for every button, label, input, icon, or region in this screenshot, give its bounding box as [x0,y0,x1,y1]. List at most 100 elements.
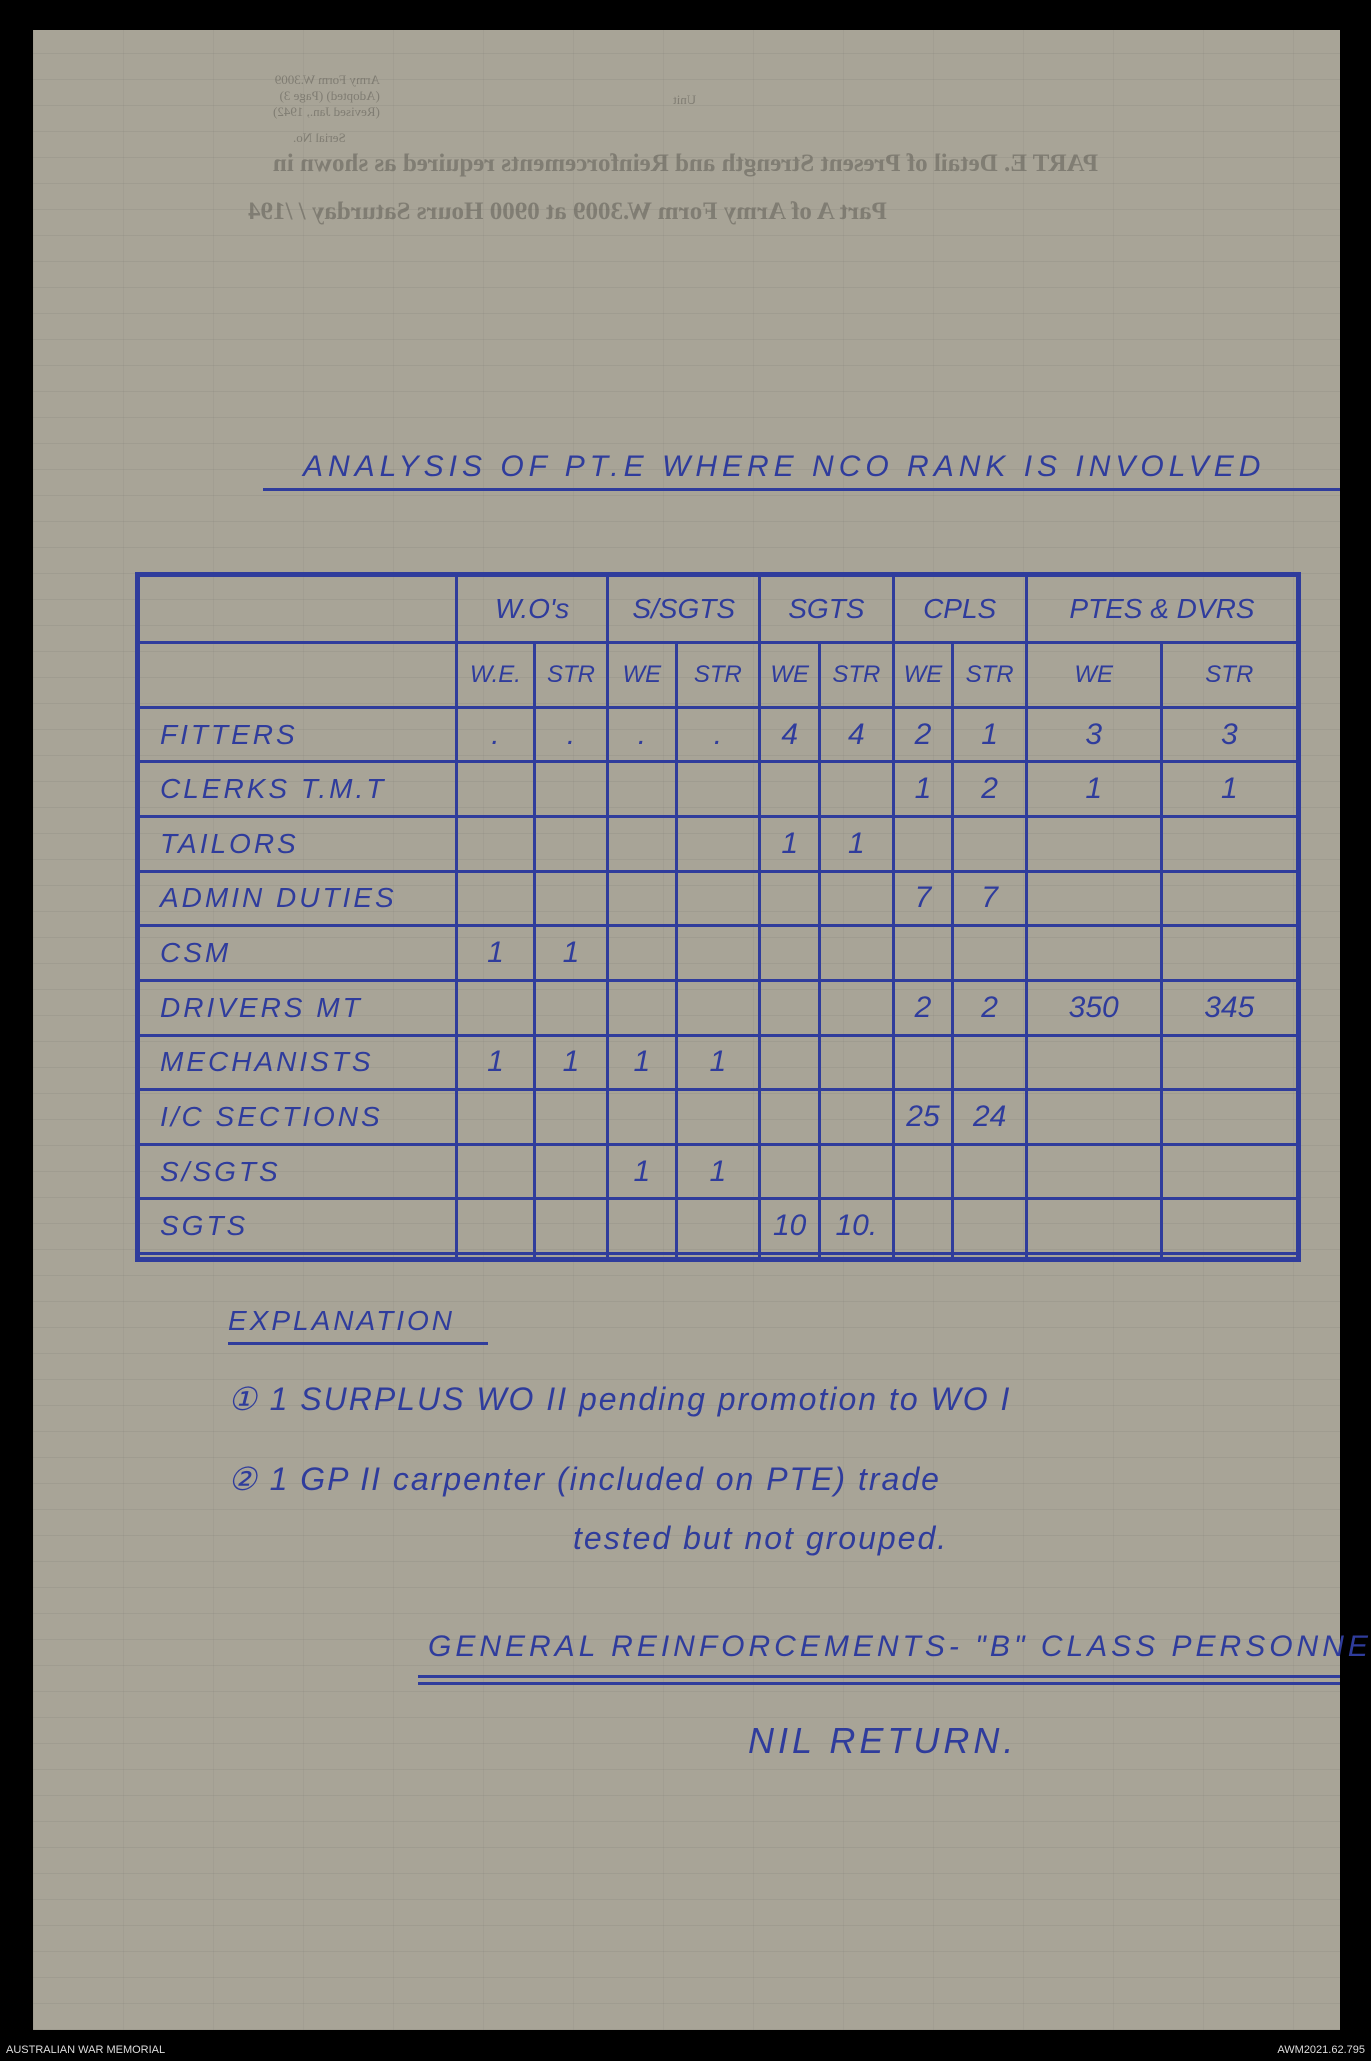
table-cell [455,869,536,928]
footer-credit: AUSTRALIAN WAR MEMORIAL [6,2044,166,2056]
table-cell: 24 [951,1088,1028,1146]
subheader: WE [891,640,955,709]
table-cell [1159,1197,1301,1255]
group-header: SGTS [758,573,895,644]
table-cell [1024,815,1163,873]
table-cell [891,1142,955,1201]
bleed-text: (Revised Jan., 1942) [273,104,380,119]
table-cell [674,1251,762,1262]
table-row: CSM 1 1 [136,924,1301,982]
table-cell: 1 [951,705,1028,764]
table-cell: 10 [758,1197,822,1255]
table-cell [674,1088,762,1146]
bleed-form-ref: Army Form W.3009 (Adopted) (Page 3) (Rev… [273,72,380,120]
table-cell [674,760,762,819]
item-text: 1 SURPLUS WO II pending promotion to WO … [269,1381,1012,1417]
table-cell [1024,869,1163,928]
explanation-heading: EXPLANATION [228,1305,455,1336]
table-cell [532,1197,610,1255]
table-cell: 7 [951,869,1028,928]
table-cell: 1 [818,815,895,873]
table-cell [891,815,955,873]
table-row [136,1251,1301,1262]
row-label: ADMIN DUTIES [136,869,458,928]
title-underline [263,488,1340,491]
table-cell [891,1197,955,1255]
table-cell: 350 [1024,978,1163,1037]
table-cell [532,869,610,928]
table-cell: 1 [674,1033,762,1092]
subheader: W.E. [455,640,536,709]
table-cell: . [674,705,762,764]
table-cell [606,1251,678,1262]
table-row: I/C SECTIONS 25 24 [136,1088,1301,1146]
table-cell [951,1033,1028,1092]
corner-cell [136,573,458,644]
group-header: CPLS [891,573,1028,644]
table-cell: 1 [606,1033,678,1092]
table-row: SGTS 10 10. [136,1197,1301,1255]
row-label: SGTS [136,1197,458,1255]
table-cell [758,869,822,928]
table-cell [606,1088,678,1146]
table-cell: 1 [455,924,536,982]
table-cell [758,978,822,1037]
table-row: S/SGTS 1 1 [136,1142,1301,1201]
subheader: WE [758,640,822,709]
general-underline [418,1675,1340,1678]
subheader: WE [606,640,678,709]
bleed-text: Army Form W.3009 [274,72,380,87]
subheader: STR [674,640,762,709]
group-header: W.O's [454,573,610,644]
table-cell [1159,1033,1301,1092]
row-label: FITTERS [136,705,458,764]
table-cell [818,1251,895,1262]
table-cell [1159,1142,1301,1201]
table-cell: 345 [1159,978,1301,1037]
bleed-heading-2: Part A of Army Form W.3009 at 0900 Hours… [248,198,887,225]
table-row: MECHANISTS 1 1 1 1 [136,1033,1301,1092]
group-header-row: W.O's S/SGTS SGTS CPLS PTES & DVRS [136,573,1301,644]
table-cell [674,1197,762,1255]
table-cell [758,1033,822,1092]
subheader: STR [1159,640,1301,709]
table-cell [606,815,678,873]
table-cell [1024,1197,1163,1255]
subheader: STR [532,640,610,709]
table-cell [532,1088,610,1146]
table-row: TAILORS 1 1 [136,815,1301,873]
table-row: ADMIN DUTIES 7 7 [136,869,1301,928]
table-cell [1159,815,1301,873]
table-cell: 4 [758,705,822,764]
row-label: TAILORS [136,815,458,873]
table-cell: 1 [758,815,822,873]
table-cell [1159,1088,1301,1146]
table-cell: . [532,705,610,764]
table-cell: 2 [891,978,955,1037]
table-cell: 1 [606,1142,678,1201]
table-cell [1024,1088,1163,1146]
table-cell: 1 [1024,760,1163,819]
table-cell [606,1197,678,1255]
table-cell [951,924,1028,982]
subheader: STR [818,640,895,709]
row-label: DRIVERS MT [136,978,458,1037]
nil-return: NIL RETURN. [748,1720,1018,1761]
table-cell: 2 [951,978,1028,1037]
table-cell [532,1142,610,1201]
table-cell [758,1088,822,1146]
footer-id: AWM2021.62.795 [1277,2044,1365,2056]
table-cell [606,760,678,819]
table-cell: 3 [1159,705,1301,764]
row-label: MECHANISTS [136,1033,458,1092]
table-cell [818,978,895,1037]
table-cell [674,815,762,873]
explanation-underline [228,1342,488,1345]
table-cell [758,760,822,819]
row-label: CSM [136,924,458,982]
general-underline-2 [418,1682,1340,1685]
table-cell [818,760,895,819]
table-cell [674,978,762,1037]
table-cell: . [606,705,678,764]
table-row: CLERKS T.M.T 1 2 1 1 [136,760,1301,819]
